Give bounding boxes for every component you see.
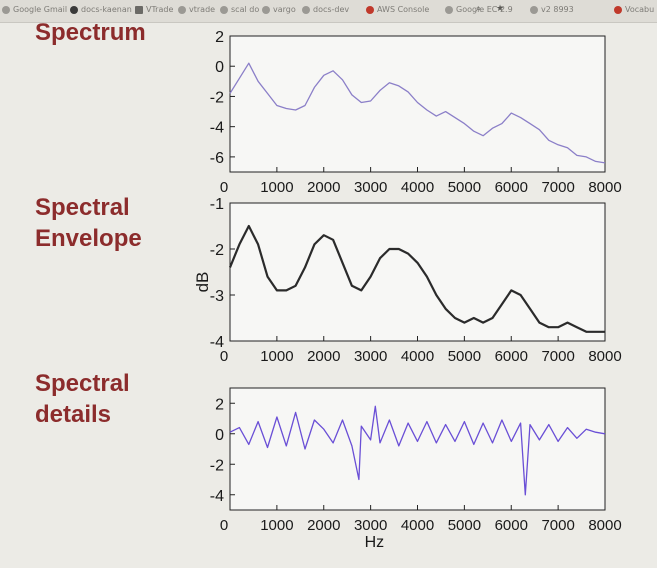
- label-line: Spectral: [35, 370, 130, 397]
- y-tick-label: 2: [215, 396, 224, 413]
- envelope-chart: -1 -2 -3 -40 1000 2000 3000 4000 5000 6000 7000 800…: [193, 196, 622, 365]
- spectral-details-label: Spectral details: [35, 368, 130, 430]
- x-tick-label: 3000: [354, 179, 387, 196]
- globe-icon: [302, 5, 310, 14]
- spectral-envelope-label: Spectral Envelope: [35, 192, 142, 254]
- plot-area: [229, 387, 606, 511]
- spectrum-label: Spectrum: [35, 19, 146, 46]
- github-icon: [70, 5, 78, 14]
- x-tick-label: 7000: [541, 517, 574, 534]
- bookmark-v2[interactable]: v2 8993: [530, 5, 574, 14]
- bookmark-docs-dev[interactable]: docs-dev: [302, 5, 349, 14]
- bookmark-vargo[interactable]: vargo: [262, 5, 296, 14]
- x-tick-label: 2000: [307, 517, 340, 534]
- y-tick-label: -3: [210, 288, 224, 305]
- x-tick-label: 8000: [588, 348, 621, 365]
- google-icon: [2, 5, 10, 14]
- details-line: [229, 405, 606, 496]
- bookmark-vtrade[interactable]: vtrade: [178, 5, 215, 14]
- bookmark-google-ec[interactable]: Google EC 2.9: [445, 5, 513, 14]
- y-tick-label: -4: [210, 120, 224, 137]
- y-tick-label: -1: [210, 196, 224, 213]
- x-tick-label: 0: [220, 179, 228, 196]
- x-tick-label: 5000: [448, 179, 481, 196]
- x-tick-label: 1000: [260, 348, 293, 365]
- x-tick-label: 0: [220, 348, 228, 365]
- x-tick-label: 2000: [307, 348, 340, 365]
- details-chart: 2 0 -2 -4 0 1000 2000 3000 4000 5000 6000 7000 8000 H…: [210, 387, 622, 551]
- y-tick-label: -4: [210, 488, 224, 505]
- x-tick-label: 4000: [401, 348, 434, 365]
- x-tick-label: 3000: [354, 517, 387, 534]
- globe-icon: [262, 5, 270, 14]
- plot-area: [229, 202, 606, 342]
- bookmark-scal-do[interactable]: scal do: [220, 5, 259, 14]
- search-icon[interactable]: ⌕: [476, 4, 482, 14]
- x-tick-label: 7000: [541, 348, 574, 365]
- envelope-line: [228, 224, 605, 333]
- label-line: Envelope: [35, 225, 142, 252]
- x-tick-label: 2000: [307, 179, 340, 196]
- app-icon: [614, 5, 622, 14]
- bookmark-google[interactable]: Google Gmail: [2, 5, 67, 14]
- x-tick-label: 5000: [448, 348, 481, 365]
- x-tick-label: 3000: [354, 348, 387, 365]
- x-axis-label: Hz: [365, 534, 385, 551]
- y-tick-label: -2: [210, 457, 224, 474]
- plot-area: [229, 35, 606, 173]
- aws-icon: [366, 5, 374, 14]
- x-tick-label: 6000: [495, 348, 528, 365]
- bookmark-vtrade-folder[interactable]: VTrade: [135, 5, 173, 14]
- globe-icon: [220, 5, 228, 14]
- globe-icon: [530, 5, 538, 14]
- bookmark-aws-console[interactable]: AWS Console: [366, 5, 429, 14]
- x-tick-label: 6000: [495, 517, 528, 534]
- globe-icon: [178, 5, 186, 14]
- x-tick-label: 7000: [541, 179, 574, 196]
- folder-icon: [135, 5, 143, 14]
- y-tick-label: 0: [215, 427, 224, 444]
- bookmark-docs-kaenan[interactable]: docs-kaenan: [70, 5, 132, 14]
- x-tick-label: 8000: [588, 179, 621, 196]
- x-tick-label: 4000: [401, 179, 434, 196]
- x-tick-label: 1000: [260, 517, 293, 534]
- browser-bookmarks-bar: Google Gmail docs-kaenan VTrade vtrade s…: [0, 0, 657, 23]
- y-tick-label: -4: [210, 334, 224, 351]
- y-tick-label: -6: [210, 150, 224, 167]
- spectrum-line: [229, 62, 606, 164]
- y-tick-label: 0: [215, 59, 224, 76]
- bookmark-vocabu[interactable]: Vocabu: [614, 5, 654, 14]
- x-tick-label: 6000: [495, 179, 528, 196]
- google-icon: [445, 5, 453, 14]
- x-tick-label: 4000: [401, 517, 434, 534]
- star-icon[interactable]: ★: [496, 4, 505, 14]
- y-tick-label: -2: [210, 89, 224, 106]
- x-tick-label: 0: [220, 517, 228, 534]
- x-tick-label: 5000: [448, 517, 481, 534]
- y-tick-label: 2: [215, 29, 224, 46]
- y-tick-label: -2: [210, 242, 224, 259]
- label-line: details: [35, 401, 112, 428]
- x-tick-label: 8000: [588, 517, 621, 534]
- label-line: Spectral: [35, 194, 130, 221]
- x-tick-label: 1000: [260, 179, 293, 196]
- spectrum-chart: 2 0 -2 -4 -6 0 1000 2000 3000 4000 5000 6000 7000 800…: [210, 29, 622, 196]
- y-axis-label: dB: [193, 272, 212, 293]
